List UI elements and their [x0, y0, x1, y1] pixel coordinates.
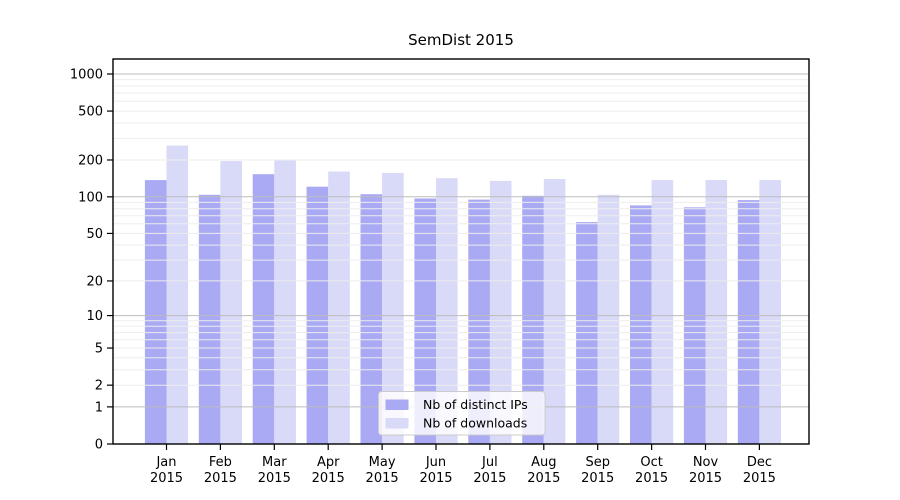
bar-downloads-jan	[166, 145, 189, 444]
x-tick-label-month-oct: Oct	[640, 455, 662, 470]
y-tick-label-0: 0	[95, 438, 103, 453]
legend-box	[378, 391, 546, 436]
legend-swatch-ips	[385, 399, 409, 410]
x-tick-label-year-mar: 2015	[258, 471, 291, 486]
x-tick-label-month-dec: Dec	[747, 455, 772, 470]
x-tick-label-year-dec: 2015	[743, 471, 776, 486]
x-tick-label-year-oct: 2015	[635, 471, 668, 486]
x-tick-label-month-mar: Mar	[262, 455, 287, 470]
bar-downloads-jul	[489, 180, 512, 444]
x-tick-label-month-may: May	[369, 455, 396, 470]
bar-ips-oct	[630, 205, 652, 444]
y-tick-label-100: 100	[78, 190, 103, 205]
bar-ips-mar	[252, 174, 275, 444]
x-tick-label-month-jun: Jun	[425, 455, 446, 470]
bar-downloads-dec	[759, 180, 781, 444]
bar-downloads-sep	[597, 194, 620, 444]
x-tick-label-year-apr: 2015	[312, 471, 345, 486]
axis-layer: 01251020501002005001000Jan2015Feb2015Mar…	[70, 68, 776, 487]
y-tick-label-200: 200	[78, 154, 103, 169]
chart-title: SemDist 2015	[408, 31, 514, 49]
bar-downloads-mar	[274, 160, 296, 444]
plot-frame	[112, 58, 810, 445]
x-tick-label-year-jun: 2015	[419, 471, 452, 486]
bar-ips-nov	[683, 207, 706, 444]
legend-label-ips: Nb of distinct IPs	[423, 397, 528, 412]
y-tick-label-5: 5	[95, 342, 103, 357]
x-tick-label-year-jan: 2015	[150, 471, 183, 486]
x-tick-label-month-nov: Nov	[693, 455, 719, 470]
x-tick-label-month-aug: Aug	[531, 455, 556, 470]
bar-ips-jan	[144, 180, 167, 444]
bar-downloads-aug	[543, 179, 566, 444]
bar-ips-may	[360, 194, 383, 444]
x-tick-label-year-aug: 2015	[527, 471, 560, 486]
x-tick-label-year-may: 2015	[366, 471, 399, 486]
x-tick-label-month-jan: Jan	[155, 455, 176, 470]
bar-ips-feb	[198, 194, 221, 444]
bar-ips-aug	[522, 195, 544, 444]
y-tick-label-50: 50	[86, 227, 103, 242]
bar-downloads-oct	[651, 180, 674, 444]
y-tick-label-20: 20	[86, 274, 103, 289]
y-tick-label-2: 2	[95, 379, 103, 394]
y-tick-label-1: 1	[95, 400, 103, 415]
bar-downloads-feb	[220, 161, 242, 444]
x-tick-label-month-jul: Jul	[481, 455, 498, 470]
bar-ips-dec	[737, 200, 760, 444]
y-tick-label-10: 10	[86, 309, 103, 324]
grid-layer	[113, 73, 809, 408]
legend: Nb of distinct IPs Nb of downloads	[378, 391, 546, 436]
x-tick-label-month-apr: Apr	[317, 455, 340, 470]
bar-ips-jul	[468, 199, 490, 444]
x-tick-label-month-feb: Feb	[209, 455, 232, 470]
x-tick-label-month-sep: Sep	[585, 455, 610, 470]
y-tick-label-500: 500	[78, 105, 103, 120]
x-tick-label-year-jul: 2015	[473, 471, 506, 486]
bar-downloads-may	[382, 172, 404, 444]
bar-downloads-nov	[705, 180, 728, 444]
x-tick-label-year-nov: 2015	[689, 471, 722, 486]
bar-downloads-apr	[328, 171, 350, 444]
x-tick-label-year-feb: 2015	[204, 471, 237, 486]
legend-swatch-downloads	[385, 418, 409, 429]
legend-label-downloads: Nb of downloads	[423, 416, 527, 431]
x-tick-label-year-sep: 2015	[581, 471, 614, 486]
y-tick-label-1000: 1000	[70, 68, 103, 83]
